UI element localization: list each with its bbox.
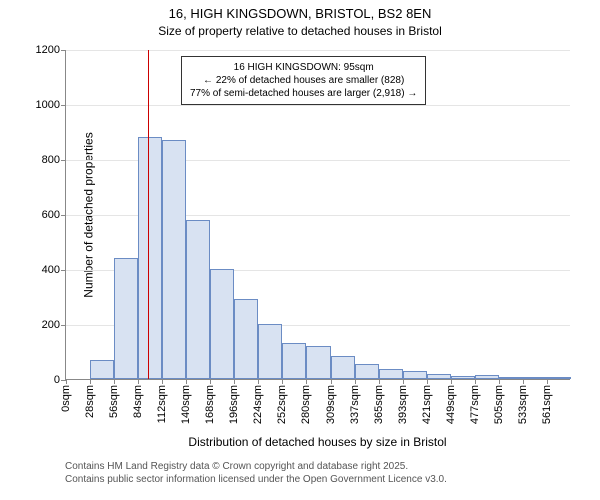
chart-container: 16, HIGH KINGSDOWN, BRISTOL, BS2 8EN Siz…	[0, 0, 600, 500]
y-tick-label: 200	[42, 319, 66, 331]
y-tick-label: 800	[42, 154, 66, 166]
x-tick-label: 365sqm	[373, 385, 385, 424]
x-tick-mark	[451, 379, 452, 384]
x-tick-mark	[306, 379, 307, 384]
x-tick-mark	[523, 379, 524, 384]
reference-line	[148, 50, 149, 379]
histogram-bar	[282, 343, 306, 379]
x-tick-label: 0sqm	[60, 385, 72, 412]
y-tick-label: 1000	[36, 99, 66, 111]
histogram-bar	[427, 374, 451, 380]
histogram-bar	[331, 356, 355, 379]
plot-area: 16 HIGH KINGSDOWN: 95sqm ← 22% of detach…	[65, 50, 570, 380]
x-tick-mark	[90, 379, 91, 384]
x-tick-mark	[427, 379, 428, 384]
x-tick-mark	[282, 379, 283, 384]
x-axis-label: Distribution of detached houses by size …	[65, 435, 570, 449]
x-tick-mark	[403, 379, 404, 384]
histogram-bar	[451, 376, 475, 379]
histogram-bar	[306, 346, 330, 379]
x-tick-label: 477sqm	[469, 385, 481, 424]
y-tick-label: 1200	[36, 44, 66, 56]
x-tick-mark	[66, 379, 67, 384]
callout-box: 16 HIGH KINGSDOWN: 95sqm ← 22% of detach…	[181, 56, 426, 105]
x-tick-mark	[162, 379, 163, 384]
x-tick-label: 168sqm	[204, 385, 216, 424]
callout-line3: 77% of semi-detached houses are larger (…	[190, 87, 417, 100]
histogram-bar	[355, 364, 379, 379]
histogram-bar	[403, 371, 427, 379]
x-tick-label: 140sqm	[180, 385, 192, 424]
chart-title: 16, HIGH KINGSDOWN, BRISTOL, BS2 8EN	[0, 6, 600, 21]
y-tick-label: 600	[42, 209, 66, 221]
x-tick-mark	[234, 379, 235, 384]
x-tick-label: 280sqm	[300, 385, 312, 424]
x-tick-mark	[114, 379, 115, 384]
histogram-bar	[475, 375, 499, 379]
callout-line2: ← 22% of detached houses are smaller (82…	[190, 74, 417, 87]
x-tick-mark	[138, 379, 139, 384]
x-tick-mark	[355, 379, 356, 384]
x-tick-label: 28sqm	[84, 385, 96, 418]
footer-line1: Contains HM Land Registry data © Crown c…	[65, 460, 447, 473]
x-tick-mark	[547, 379, 548, 384]
x-tick-label: 112sqm	[156, 385, 168, 423]
histogram-bar	[234, 299, 258, 379]
x-tick-mark	[331, 379, 332, 384]
histogram-bar	[258, 324, 282, 379]
gridline	[66, 50, 570, 51]
histogram-bar	[114, 258, 138, 379]
x-tick-label: 561sqm	[541, 385, 553, 424]
x-tick-label: 421sqm	[421, 385, 433, 424]
y-tick-label: 400	[42, 264, 66, 276]
callout-line1: 16 HIGH KINGSDOWN: 95sqm	[190, 61, 417, 74]
x-tick-mark	[210, 379, 211, 384]
histogram-bar	[186, 220, 210, 380]
x-tick-label: 252sqm	[276, 385, 288, 424]
histogram-bar	[162, 140, 186, 379]
x-tick-label: 84sqm	[132, 385, 144, 418]
footer: Contains HM Land Registry data © Crown c…	[65, 460, 447, 486]
histogram-bar	[210, 269, 234, 379]
x-tick-mark	[258, 379, 259, 384]
x-tick-label: 196sqm	[228, 385, 240, 424]
x-tick-label: 56sqm	[108, 385, 120, 418]
histogram-bar	[523, 377, 547, 379]
x-tick-mark	[499, 379, 500, 384]
gridline	[66, 105, 570, 106]
footer-line2: Contains public sector information licen…	[65, 473, 447, 486]
x-tick-label: 505sqm	[493, 385, 505, 424]
x-tick-label: 393sqm	[397, 385, 409, 424]
histogram-bar	[547, 377, 571, 379]
x-tick-label: 309sqm	[325, 385, 337, 424]
histogram-bar	[379, 369, 403, 379]
histogram-bar	[499, 377, 523, 379]
chart-subtitle: Size of property relative to detached ho…	[0, 24, 600, 38]
histogram-bar	[90, 360, 114, 379]
histogram-bar	[138, 137, 162, 379]
x-tick-label: 337sqm	[349, 385, 361, 424]
x-tick-label: 449sqm	[445, 385, 457, 424]
x-tick-mark	[379, 379, 380, 384]
x-tick-mark	[186, 379, 187, 384]
x-tick-label: 533sqm	[517, 385, 529, 424]
x-tick-mark	[475, 379, 476, 384]
x-tick-label: 224sqm	[252, 385, 264, 424]
